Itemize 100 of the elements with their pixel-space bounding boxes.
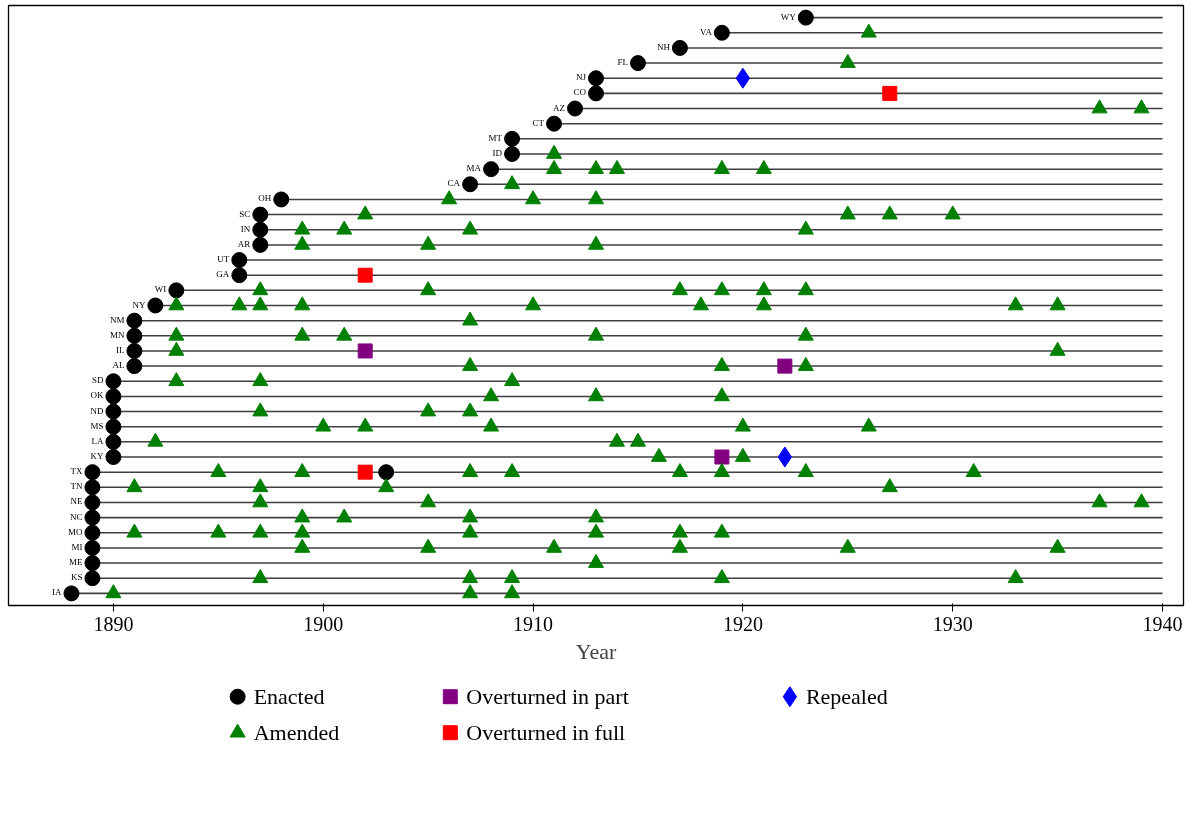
point <box>462 569 479 584</box>
y-tick-label: WY <box>780 11 797 22</box>
legend-label: Overturned in part <box>466 684 629 710</box>
y-tick-label: OH <box>258 193 272 204</box>
y-tick-label: KS <box>70 572 83 583</box>
point <box>504 146 521 162</box>
point <box>252 221 269 238</box>
y-tick-label: AR <box>237 238 251 249</box>
legend-label: Enacted <box>253 684 325 710</box>
y-tick-label: VA <box>700 26 713 37</box>
point <box>1049 341 1066 356</box>
x-axis-title: Year <box>575 638 617 664</box>
point <box>755 159 772 174</box>
point <box>105 584 122 599</box>
point <box>168 282 185 299</box>
point <box>504 569 521 584</box>
point <box>105 418 122 435</box>
point <box>713 387 730 402</box>
point <box>629 55 646 72</box>
point <box>273 191 290 208</box>
point <box>797 9 814 26</box>
point <box>525 190 542 205</box>
point <box>462 463 479 477</box>
y-tick-label: TN <box>70 481 83 492</box>
point <box>441 190 458 205</box>
point <box>336 326 353 341</box>
point <box>252 236 269 253</box>
point <box>252 402 269 417</box>
point <box>315 417 332 432</box>
point <box>882 85 898 101</box>
point <box>713 24 730 41</box>
point <box>483 387 500 402</box>
point <box>860 23 877 38</box>
point <box>462 584 479 599</box>
point <box>546 538 563 553</box>
point <box>1049 538 1066 553</box>
point <box>462 508 479 523</box>
point <box>294 235 311 250</box>
point <box>210 523 227 538</box>
point <box>713 523 730 538</box>
point <box>755 296 772 311</box>
point <box>84 524 101 541</box>
point <box>755 281 772 296</box>
point <box>252 296 269 311</box>
point <box>588 553 604 568</box>
legend-label: Overturned in full <box>466 720 626 746</box>
y-tick-label: FL <box>617 57 628 68</box>
point <box>588 235 604 250</box>
point <box>797 463 814 477</box>
y-tick-label: NE <box>70 496 83 507</box>
point <box>735 67 751 89</box>
y-tick-label: NJ <box>576 72 587 83</box>
y-tick-label: KY <box>90 451 104 462</box>
point <box>1133 99 1150 114</box>
y-tick-label: CO <box>573 87 587 98</box>
point <box>1091 493 1108 508</box>
point <box>378 478 395 493</box>
x-tick-label: 1940 <box>1142 612 1183 635</box>
point <box>546 115 563 132</box>
y-tick-label: MN <box>109 329 125 340</box>
point <box>734 417 751 432</box>
point <box>504 372 521 387</box>
point <box>168 296 185 311</box>
point <box>294 296 311 311</box>
point <box>210 463 227 477</box>
point <box>713 356 730 371</box>
point <box>105 373 122 390</box>
y-tick-label: TX <box>70 466 83 477</box>
point <box>777 358 793 374</box>
point <box>713 159 730 174</box>
point <box>357 205 374 220</box>
point <box>608 432 625 447</box>
point <box>126 478 143 493</box>
point <box>546 144 563 159</box>
point <box>588 523 604 538</box>
y-tick-label: NC <box>69 511 83 522</box>
y-tick-label: GA <box>216 269 230 280</box>
point <box>357 343 373 359</box>
point <box>462 523 479 538</box>
point <box>252 206 269 223</box>
legend-label: Repealed <box>805 684 888 710</box>
point <box>105 388 122 405</box>
point <box>671 39 688 56</box>
point <box>252 523 269 538</box>
point <box>462 176 479 193</box>
point <box>147 297 164 314</box>
y-tick-label: AZ <box>553 102 566 113</box>
point <box>504 584 521 599</box>
point <box>168 372 185 387</box>
point <box>671 281 688 296</box>
point <box>860 417 877 432</box>
point <box>1007 569 1024 584</box>
point <box>357 417 374 432</box>
y-tick-label: IL <box>115 344 125 355</box>
y-tick-label: NH <box>656 41 671 52</box>
point <box>483 417 500 432</box>
y-tick-label: ID <box>492 147 503 158</box>
point <box>252 281 269 296</box>
x-tick-label: 1920 <box>722 612 763 635</box>
y-tick-label: NY <box>132 299 146 310</box>
